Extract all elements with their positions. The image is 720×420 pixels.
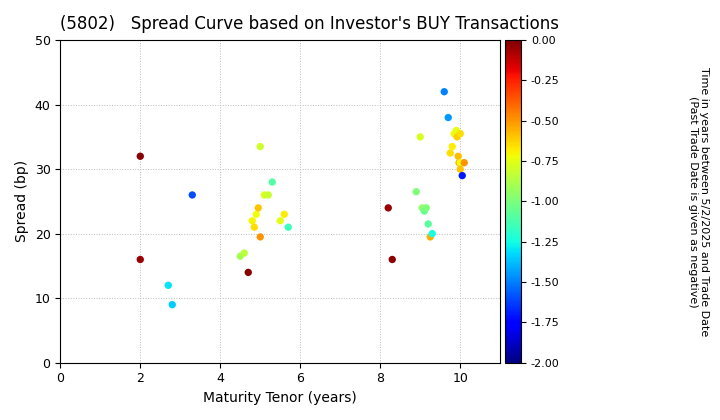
Point	[253, 205, 264, 211]
Point	[418, 208, 430, 215]
Point	[254, 143, 266, 150]
Point	[235, 253, 246, 260]
Point	[282, 224, 294, 231]
Point	[274, 218, 286, 224]
Point	[415, 134, 426, 140]
Point	[454, 159, 466, 166]
Point	[459, 159, 470, 166]
X-axis label: Maturity Tenor (years): Maturity Tenor (years)	[203, 391, 357, 405]
Point	[135, 256, 146, 263]
Point	[248, 224, 260, 231]
Point	[451, 134, 463, 140]
Point	[426, 230, 438, 237]
Point	[446, 143, 458, 150]
Point	[258, 192, 270, 198]
Point	[166, 301, 178, 308]
Point	[163, 282, 174, 289]
Text: (5802)   Spread Curve based on Investor's BUY Transactions: (5802) Spread Curve based on Investor's …	[60, 15, 559, 33]
Point	[254, 234, 266, 240]
Point	[387, 256, 398, 263]
Point	[246, 218, 258, 224]
Point	[451, 127, 462, 134]
Point	[425, 234, 436, 240]
Point	[452, 153, 464, 160]
Point	[382, 205, 394, 211]
Point	[238, 249, 250, 256]
Point	[454, 130, 466, 137]
Point	[456, 172, 468, 179]
Point	[438, 88, 450, 95]
Point	[423, 220, 434, 227]
Point	[454, 159, 465, 166]
Point	[279, 211, 290, 218]
Y-axis label: Time in years between 5/2/2025 and Trade Date
(Past Trade Date is given as negat: Time in years between 5/2/2025 and Trade…	[688, 67, 709, 336]
Point	[444, 150, 456, 156]
Point	[443, 114, 454, 121]
Point	[420, 205, 432, 211]
Point	[243, 269, 254, 276]
Point	[454, 166, 466, 173]
Point	[410, 189, 422, 195]
Point	[263, 192, 274, 198]
Y-axis label: Spread (bp): Spread (bp)	[15, 160, 29, 242]
Point	[251, 211, 262, 218]
Point	[186, 192, 198, 198]
Point	[266, 178, 278, 185]
Point	[416, 205, 428, 211]
Point	[449, 130, 460, 137]
Point	[135, 153, 146, 160]
